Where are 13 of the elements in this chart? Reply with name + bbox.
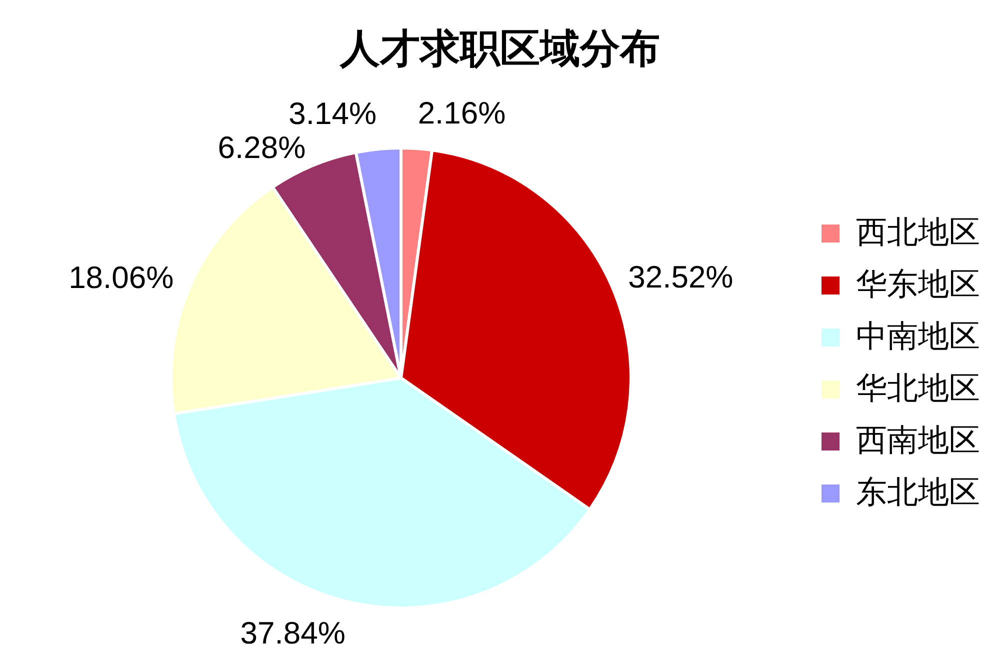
legend-label: 东北地区 [856, 474, 980, 510]
chart-title: 人才求职区域分布 [339, 27, 660, 71]
data-label: 6.28% [218, 130, 306, 166]
legend-label: 华北地区 [856, 370, 980, 406]
data-label: 32.52% [628, 259, 734, 294]
legend-label: 华东地区 [856, 266, 980, 302]
legend-label: 中南地区 [856, 318, 980, 354]
legend-label: 西北地区 [856, 214, 980, 250]
data-label: 2.16% [418, 96, 506, 131]
data-label: 18.06% [68, 260, 174, 295]
legend-label: 西南地区 [856, 422, 980, 458]
data-label: 37.84% [240, 616, 346, 651]
data-label: 3.14% [288, 96, 377, 132]
